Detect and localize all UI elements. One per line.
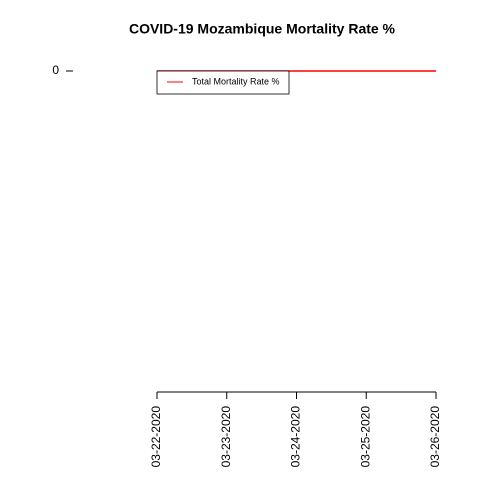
y-tick-label: 0: [52, 63, 59, 77]
x-tick-label: 03-25-2020: [358, 406, 372, 468]
legend-label: Total Mortality Rate %: [192, 76, 280, 86]
x-tick-label: 03-23-2020: [219, 406, 233, 468]
legend-box: [156, 70, 290, 95]
x-tick-label: 03-26-2020: [428, 406, 442, 468]
legend: Total Mortality Rate %: [156, 70, 290, 95]
x-tick-label: 03-22-2020: [149, 406, 163, 468]
x-tick-label: 03-24-2020: [289, 406, 303, 468]
chart-title: COVID-19 Mozambique Mortality Rate %: [129, 21, 396, 37]
